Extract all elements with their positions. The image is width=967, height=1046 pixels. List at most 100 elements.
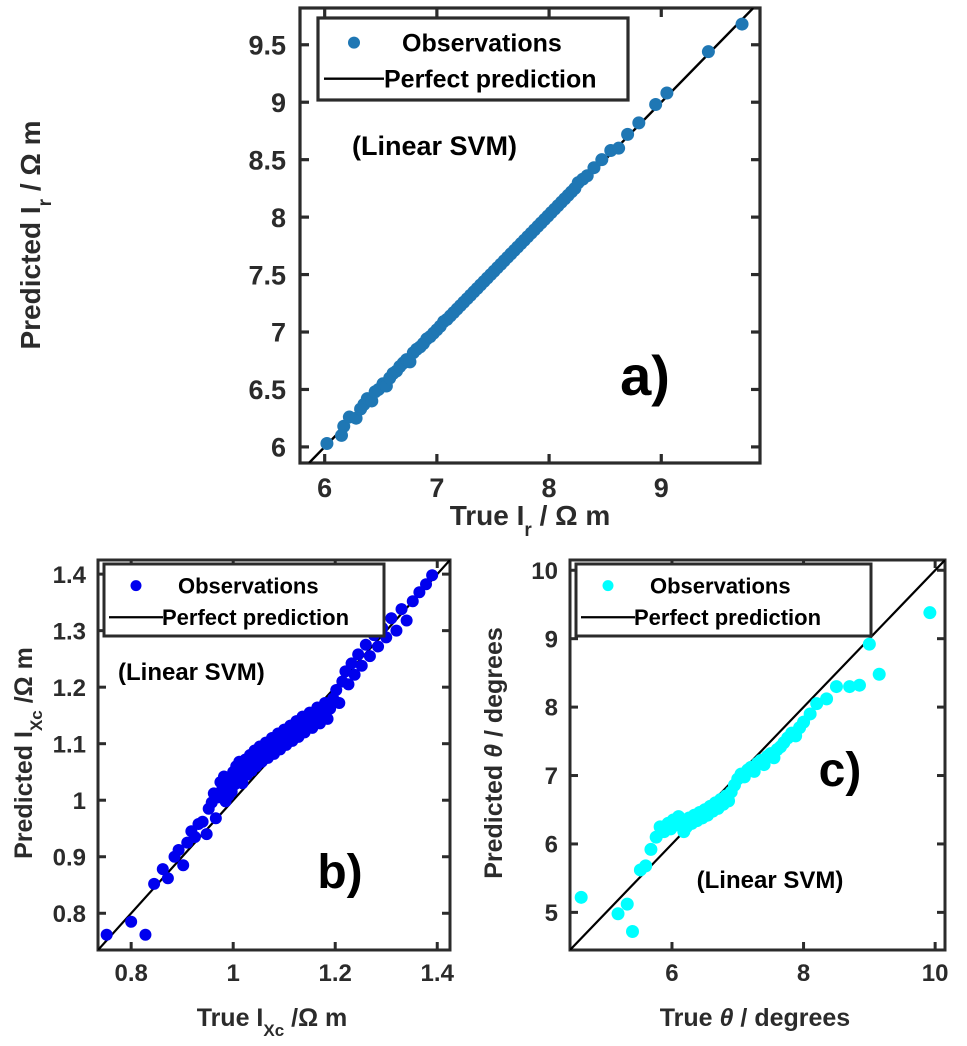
- x-tick-label: 8: [797, 960, 810, 987]
- panel-b-plot: 0.8 1 1.2 1.4 0.8 0.9 1 1.1 1.2 1.3 1.4 Observation…: [10, 558, 455, 1040]
- observation-point: [348, 668, 361, 681]
- observation-point: [345, 657, 358, 670]
- observation-point: [125, 915, 138, 928]
- observation-point: [188, 830, 201, 843]
- y-tick-label: 1.4: [53, 562, 87, 589]
- y-tick-label: 1.2: [53, 675, 86, 702]
- y-tick-label: 6: [545, 832, 558, 859]
- panel-c-plot: 6 8 10 5 6 7 8 9 10 Observations Perfect predictio…: [480, 558, 949, 1032]
- observation-point: [810, 697, 824, 711]
- y-tick-label: 6: [271, 433, 286, 463]
- y-tick-label: 8: [545, 695, 558, 722]
- x-axis-title: True θ / degrees: [660, 1004, 850, 1032]
- y-tick-label: 1.1: [53, 731, 86, 758]
- y-axis-title: Predicted Ir / Ω m: [15, 120, 56, 349]
- observation-point: [632, 116, 646, 130]
- observation-point: [177, 859, 190, 872]
- legend-box: [102, 562, 386, 638]
- y-tick-label: 10: [531, 558, 558, 585]
- observation-point: [660, 86, 674, 100]
- y-tick-label: 7.5: [248, 260, 286, 290]
- x-tick-label: 0.8: [114, 960, 147, 987]
- data-area: [570, 560, 945, 950]
- observation-point: [595, 153, 609, 167]
- linear-svm-annotation: (Linear SVM): [352, 131, 517, 161]
- y-tick-label: 1.3: [53, 618, 86, 645]
- y-tick-label: 5: [545, 900, 558, 927]
- y-tick-label: 8: [271, 203, 286, 233]
- observation-point: [852, 678, 866, 692]
- observation-point: [406, 595, 419, 608]
- linear-svm-annotation: (Linear SVM): [697, 867, 844, 894]
- y-tick-label: 1: [73, 788, 86, 815]
- linear-svm-annotation: (Linear SVM): [118, 659, 265, 686]
- x-tick-label: 1.4: [421, 960, 455, 987]
- observation-point: [355, 659, 368, 672]
- x-tick-label: 1: [227, 960, 240, 987]
- panel-letter: c): [819, 744, 862, 797]
- observation-point: [324, 702, 337, 715]
- x-tick-label: 6: [665, 960, 678, 987]
- observation-point: [820, 692, 834, 706]
- observation-point: [621, 127, 635, 141]
- observation-point: [574, 890, 588, 904]
- observation-point: [161, 872, 174, 885]
- observation-point: [196, 815, 209, 828]
- observation-point: [333, 697, 346, 709]
- observation-point: [342, 678, 355, 691]
- observation-point: [649, 98, 663, 112]
- x-axis-title: True IXc /Ω m: [197, 1004, 348, 1040]
- observation-point: [803, 707, 817, 721]
- observation-point: [923, 606, 937, 620]
- observation-point: [829, 680, 843, 694]
- x-tick-label: 6: [317, 473, 332, 503]
- y-tick-label: 7: [545, 763, 558, 790]
- y-tick-label: 9: [545, 626, 558, 653]
- y-tick-label: 8.5: [248, 145, 286, 175]
- observation-point: [172, 843, 185, 856]
- y-tick-label: 7: [271, 318, 286, 348]
- observation-point: [372, 640, 385, 653]
- observation-point: [321, 712, 334, 725]
- legend-observations-label: Observations: [178, 574, 319, 599]
- observation-point: [735, 17, 749, 31]
- y-tick-label: 9.5: [248, 30, 286, 60]
- legend-perfect-prediction-label: Perfect prediction: [634, 605, 821, 630]
- observation-point: [363, 650, 376, 663]
- observation-point: [639, 859, 653, 873]
- observation-point: [701, 45, 715, 59]
- data-area: [308, 8, 755, 463]
- y-tick-label: 0.8: [53, 901, 86, 928]
- observation-point: [611, 907, 625, 921]
- observation-point: [413, 586, 426, 599]
- observation-point: [843, 680, 857, 694]
- legend-perfect-prediction-label: Perfect prediction: [162, 605, 349, 630]
- observation-point: [420, 578, 433, 591]
- legend-observations-marker: [348, 36, 360, 49]
- observation-point: [620, 897, 634, 911]
- legend-observations-label: Observations: [650, 574, 791, 599]
- x-tick-label: 7: [429, 473, 444, 503]
- panel-a-plot: 6 7 8 9 6 6.5 7 7.5 8 8.5 9 9.5 Observations Perfect …: [15, 6, 762, 541]
- legend-observations-marker: [130, 580, 142, 592]
- observation-point: [626, 925, 639, 939]
- observation-point: [100, 928, 113, 941]
- panel-letter: a): [620, 344, 670, 407]
- legend-observations-marker: [602, 580, 614, 592]
- observation-point: [612, 141, 626, 155]
- observation-point: [587, 161, 601, 175]
- panel-letter: b): [317, 846, 362, 899]
- legend-box: [574, 562, 873, 638]
- observation-point: [156, 863, 169, 876]
- x-tick-label: 10: [922, 960, 949, 987]
- observation-point: [390, 624, 403, 637]
- legend-box: [316, 16, 630, 102]
- legend-observations-label: Observations: [402, 30, 562, 58]
- observation-point: [200, 828, 213, 841]
- observation-point: [139, 928, 152, 941]
- observation-point: [352, 648, 365, 661]
- observation-point: [400, 614, 413, 627]
- x-tick-label: 9: [654, 473, 669, 503]
- x-tick-label: 8: [542, 473, 557, 503]
- panel-c: 6 8 10 5 6 7 8 9 10 Observations Perfect predictio…: [470, 548, 967, 1046]
